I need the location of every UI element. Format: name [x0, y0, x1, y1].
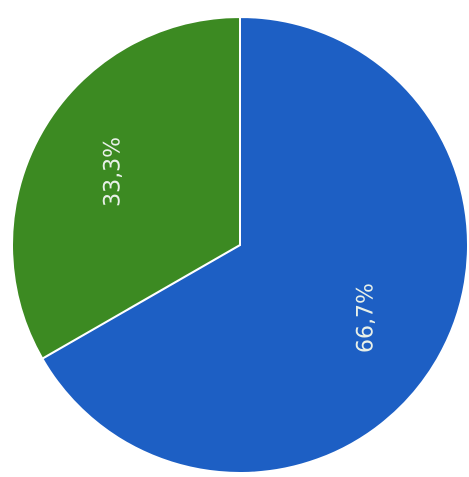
pie-slice — [11, 15, 241, 360]
slice-label: 66,7% — [353, 283, 378, 353]
pie-slice — [40, 15, 469, 474]
slice-label: 33,3% — [101, 137, 126, 207]
